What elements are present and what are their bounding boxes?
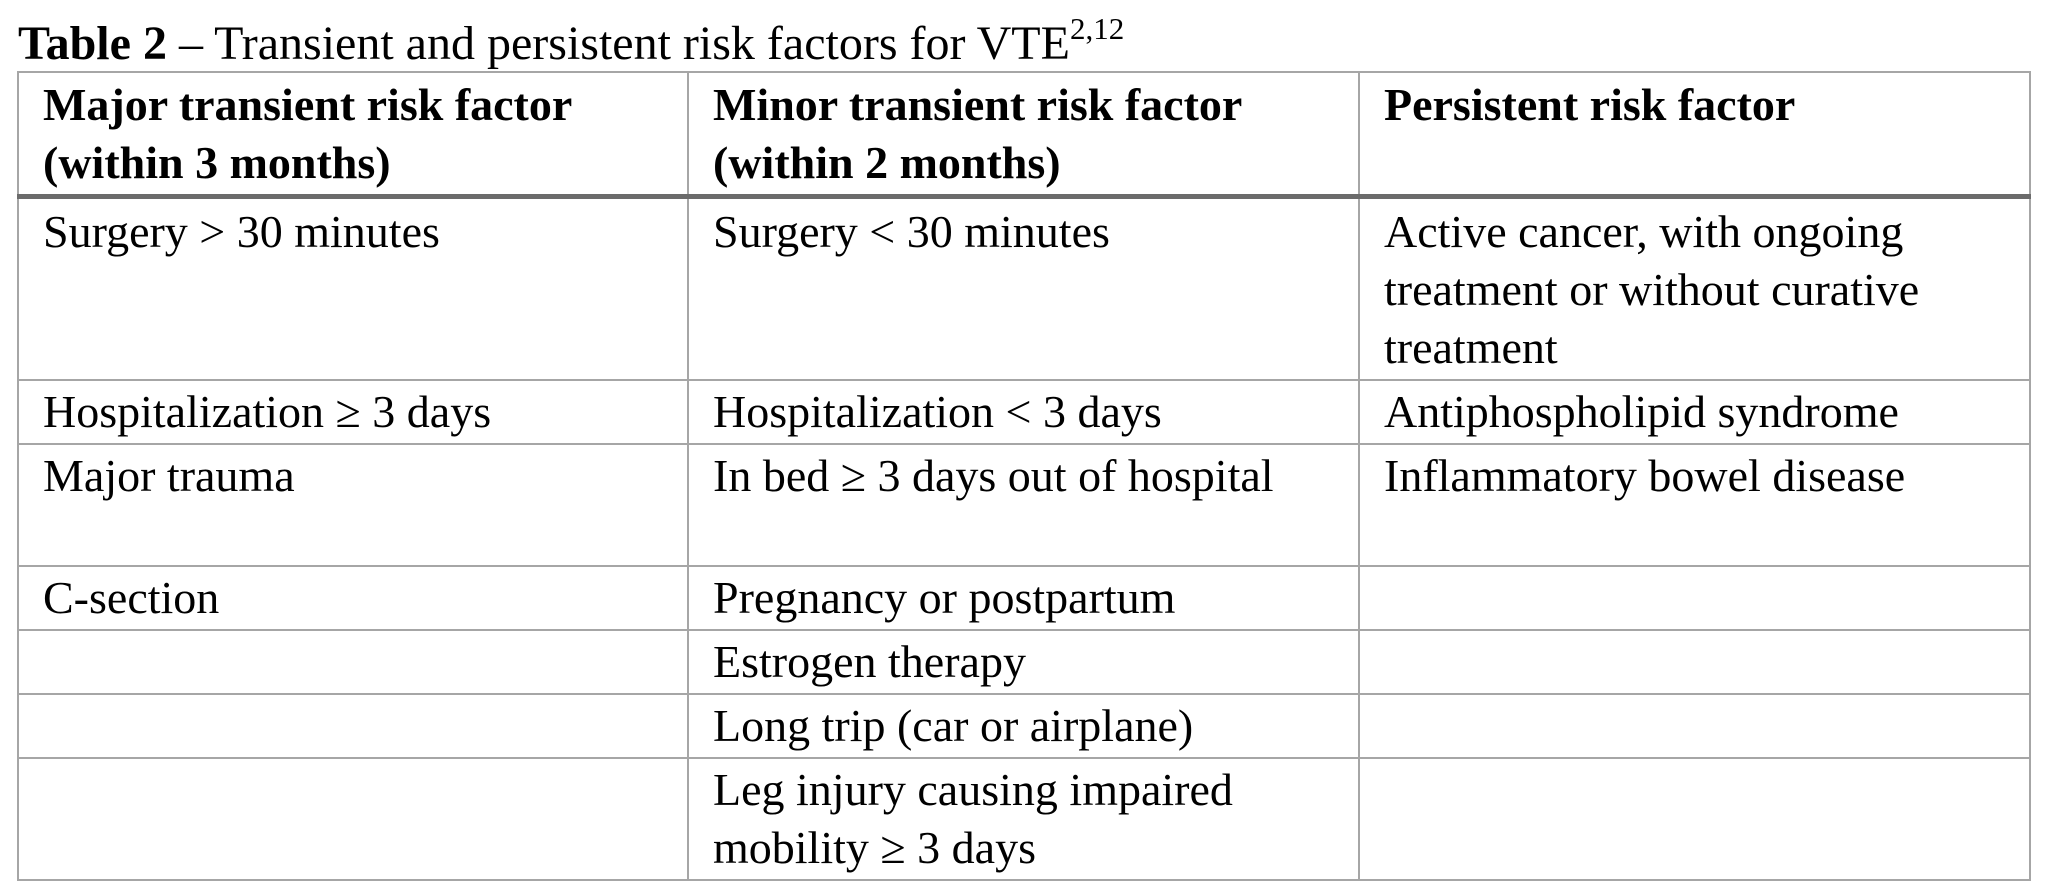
table-cell-major: Surgery > 30 minutes: [17, 195, 689, 381]
table-row: Hospitalization ≥ 3 days Hospitalization…: [17, 379, 2031, 445]
table-cell-minor: Surgery < 30 minutes: [687, 195, 1360, 381]
table-cell-major: [17, 629, 689, 695]
header-major-transient: Major transient risk factor (within 3 mo…: [17, 71, 689, 199]
table-cell-persistent: [1358, 757, 2031, 881]
table-cell-persistent: Antiphospholipid syndrome: [1358, 379, 2031, 445]
table-row: Surgery > 30 minutes Surgery < 30 minute…: [17, 195, 2031, 381]
table-header-row: Major transient risk factor (within 3 mo…: [17, 71, 2031, 199]
table-caption-label: Table 2: [18, 17, 167, 70]
table-cell-minor: Long trip (car or airplane): [687, 693, 1360, 759]
table-cell-minor: In bed ≥ 3 days out of hospital: [687, 443, 1360, 567]
table-cell-persistent: Active cancer, with ongoing treatment or…: [1358, 195, 2031, 381]
table-cell-major: [17, 693, 689, 759]
table-row: Long trip (car or airplane): [17, 693, 2031, 759]
table-cell-minor: Estrogen therapy: [687, 629, 1360, 695]
table-caption-citation: 2,12: [1069, 11, 1125, 46]
table-cell-persistent: Inflammatory bowel disease: [1358, 443, 2031, 567]
table-cell-persistent: [1358, 565, 2031, 631]
table-row: Major trauma In bed ≥ 3 days out of hosp…: [17, 443, 2031, 567]
table-cell-major: C-section: [17, 565, 689, 631]
table-cell-major: Major trauma: [17, 443, 689, 567]
table-row: C-section Pregnancy or postpartum: [17, 565, 2031, 631]
table-caption: Table 2 – Transient and persistent risk …: [18, 11, 1125, 79]
table-cell-minor: Leg injury causing impaired mobility ≥ 3…: [687, 757, 1360, 881]
header-minor-transient: Minor transient risk factor (within 2 mo…: [687, 71, 1360, 199]
table-cell-minor: Hospitalization < 3 days: [687, 379, 1360, 445]
risk-factor-table: Major transient risk factor (within 3 mo…: [17, 71, 2031, 881]
table-cell-persistent: [1358, 693, 2031, 759]
header-persistent: Persistent risk factor: [1358, 71, 2031, 199]
table-caption-text: – Transient and persistent risk factors …: [166, 17, 1070, 70]
table-cell-major: Hospitalization ≥ 3 days: [17, 379, 689, 445]
table-row: Estrogen therapy: [17, 629, 2031, 695]
table-cell-persistent: [1358, 629, 2031, 695]
table-cell-major: [17, 757, 689, 881]
table-cell-minor: Pregnancy or postpartum: [687, 565, 1360, 631]
table-row: Leg injury causing impaired mobility ≥ 3…: [17, 757, 2031, 881]
